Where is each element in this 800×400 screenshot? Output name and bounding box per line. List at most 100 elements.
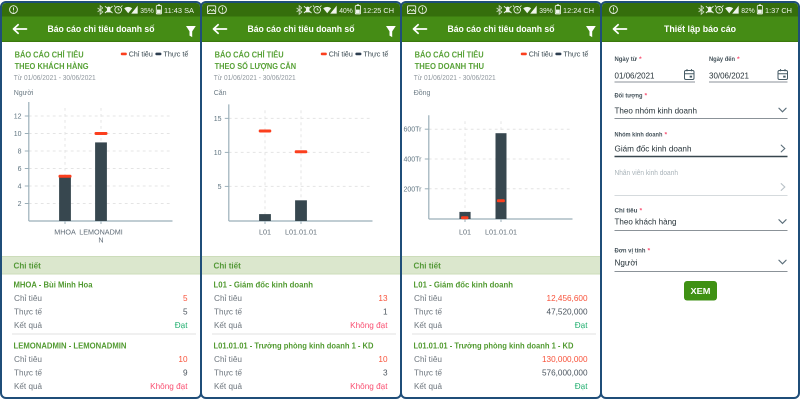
svg-text:*: *	[645, 93, 648, 100]
svg-text:Thực tế: Thực tế	[14, 369, 43, 378]
svg-text:200Tr: 200Tr	[403, 186, 422, 193]
svg-text:1:37 CH: 1:37 CH	[765, 6, 792, 15]
svg-text:BÁO CÁO CHỈ TIÊU: BÁO CÁO CHỈ TIÊU	[15, 49, 84, 60]
svg-text:L01: L01	[259, 228, 271, 237]
svg-text:Báo cáo chỉ tiêu doanh số: Báo cáo chỉ tiêu doanh số	[48, 24, 155, 34]
svg-text:Thực tế: Thực tế	[214, 369, 243, 378]
svg-text:10: 10	[378, 355, 388, 364]
svg-text:Ngày đến: Ngày đến	[709, 55, 735, 63]
svg-text:15: 15	[214, 116, 222, 123]
svg-text:*: *	[665, 132, 668, 139]
svg-text:8: 8	[18, 149, 22, 156]
svg-text:Đồng: Đồng	[414, 88, 431, 97]
svg-text:XEM: XEM	[691, 286, 711, 296]
svg-text:11:43 SA: 11:43 SA	[164, 6, 194, 15]
svg-text:130,000,000: 130,000,000	[542, 355, 588, 364]
svg-text:30/06/2021: 30/06/2021	[709, 71, 749, 81]
svg-text:39%: 39%	[539, 6, 553, 15]
svg-text:5: 5	[183, 294, 188, 303]
svg-text:Giám đốc kinh doanh: Giám đốc kinh doanh	[615, 144, 692, 154]
svg-text:*: *	[639, 56, 642, 63]
svg-text:6: 6	[18, 166, 22, 173]
svg-text:MHOA: MHOA	[54, 228, 76, 237]
svg-text:12:24 CH: 12:24 CH	[563, 6, 594, 15]
svg-text:12: 12	[14, 114, 22, 121]
svg-text:4: 4	[18, 184, 22, 191]
svg-text:Chi tiết: Chi tiết	[414, 261, 442, 270]
svg-text:Kết quả: Kết quả	[14, 382, 43, 391]
svg-text:Kết quả: Kết quả	[414, 321, 443, 330]
svg-text:Chỉ tiêu: Chỉ tiêu	[414, 355, 442, 364]
svg-text:Chi tiết: Chi tiết	[214, 261, 242, 270]
svg-text:L01: L01	[459, 228, 471, 237]
svg-text:5: 5	[218, 184, 222, 191]
svg-text:Không đạt: Không đạt	[150, 382, 188, 391]
svg-text:Chỉ tiêu: Chỉ tiêu	[129, 50, 153, 59]
svg-text:Chỉ tiêu: Chỉ tiêu	[414, 294, 442, 303]
svg-text:9: 9	[183, 369, 188, 378]
svg-text:Thực tế: Thực tế	[563, 50, 588, 59]
svg-text:LEMONADMI: LEMONADMI	[79, 228, 123, 237]
svg-text:Theo khách hàng: Theo khách hàng	[615, 217, 677, 227]
svg-text:10: 10	[14, 131, 22, 138]
svg-text:600Tr: 600Tr	[403, 127, 422, 134]
svg-text:Thực tế: Thực tế	[14, 308, 43, 317]
svg-text:Kết quả: Kết quả	[214, 382, 243, 391]
svg-text:*: *	[737, 56, 740, 63]
svg-text:Báo cáo chỉ tiêu doanh số: Báo cáo chỉ tiêu doanh số	[448, 24, 555, 34]
svg-text:10: 10	[178, 355, 188, 364]
svg-text:Thực tế: Thực tế	[363, 50, 388, 59]
svg-text:THEO KHÁCH HÀNG: THEO KHÁCH HÀNG	[15, 61, 89, 71]
svg-text:BÁO CÁO CHỈ TIÊU: BÁO CÁO CHỈ TIÊU	[415, 49, 484, 60]
svg-text:Theo nhóm kinh doanh: Theo nhóm kinh doanh	[615, 106, 698, 116]
svg-text:Thực tế: Thực tế	[414, 369, 443, 378]
svg-text:Kết quả: Kết quả	[414, 382, 443, 391]
svg-text:47,520,000: 47,520,000	[547, 308, 588, 317]
svg-text:Không đạt: Không đạt	[350, 321, 388, 330]
svg-text:Chỉ tiêu: Chỉ tiêu	[329, 50, 353, 59]
svg-text:L01 - Giám đốc kinh doanh: L01 - Giám đốc kinh doanh	[414, 281, 514, 290]
svg-text:Không đạt: Không đạt	[350, 382, 388, 391]
svg-text:82%: 82%	[741, 6, 755, 15]
svg-text:Chỉ tiêu: Chỉ tiêu	[214, 294, 242, 303]
svg-text:L01.01.01 - Trưởng phòng kinh: L01.01.01 - Trưởng phòng kinh doanh 1 - …	[214, 342, 374, 351]
svg-text:Đơn vị tính: Đơn vị tính	[615, 248, 646, 255]
svg-text:Thực tế: Thực tế	[163, 50, 188, 59]
svg-text:Thực tế: Thực tế	[414, 308, 443, 317]
svg-text:Đối tượng: Đối tượng	[615, 92, 643, 100]
svg-text:Người: Người	[14, 90, 34, 97]
svg-text:Nhân viên kinh doanh: Nhân viên kinh doanh	[615, 168, 679, 177]
svg-text:12,456,600: 12,456,600	[547, 294, 588, 303]
svg-text:Kết quả: Kết quả	[214, 321, 243, 330]
svg-text:Từ 01/06/2021 - 30/06/2021: Từ 01/06/2021 - 30/06/2021	[214, 75, 296, 82]
svg-text:Căn: Căn	[214, 90, 227, 97]
svg-text:Chỉ tiêu: Chỉ tiêu	[615, 208, 638, 215]
svg-text:12:25 CH: 12:25 CH	[363, 6, 394, 15]
svg-text:Chi tiết: Chi tiết	[14, 261, 42, 270]
svg-text:*: *	[640, 208, 643, 215]
svg-text:40%: 40%	[339, 6, 353, 15]
svg-text:Người: Người	[615, 258, 638, 268]
svg-text:Kết quả: Kết quả	[14, 321, 43, 330]
svg-text:LEMONADMIN - LEMONADMIN: LEMONADMIN - LEMONADMIN	[14, 342, 127, 351]
svg-text:10: 10	[214, 150, 222, 157]
svg-text:576,000,000: 576,000,000	[542, 369, 588, 378]
svg-text:MHOA - Bùi Minh Hoa: MHOA - Bùi Minh Hoa	[14, 281, 93, 290]
svg-text:1: 1	[383, 308, 388, 317]
svg-text:Từ 01/06/2021 - 30/06/2021: Từ 01/06/2021 - 30/06/2021	[14, 75, 96, 82]
svg-text:Thực tế: Thực tế	[214, 308, 243, 317]
svg-text:L01.01.01: L01.01.01	[285, 228, 317, 237]
svg-text:L01.01.01: L01.01.01	[485, 228, 517, 237]
svg-text:3: 3	[383, 369, 388, 378]
svg-text:01/06/2021: 01/06/2021	[615, 71, 655, 81]
svg-text:35%: 35%	[140, 6, 154, 15]
svg-text:Nhóm kinh doanh: Nhóm kinh doanh	[615, 132, 663, 139]
svg-text:*: *	[648, 248, 651, 255]
svg-text:Chỉ tiêu: Chỉ tiêu	[529, 50, 553, 59]
svg-text:Từ 01/06/2021 - 30/06/2021: Từ 01/06/2021 - 30/06/2021	[414, 75, 496, 82]
svg-text:BÁO CÁO CHỈ TIÊU: BÁO CÁO CHỈ TIÊU	[215, 49, 284, 60]
svg-text:THEO DOANH THU: THEO DOANH THU	[415, 61, 485, 71]
svg-text:Thiết lập báo cáo: Thiết lập báo cáo	[664, 24, 736, 34]
svg-text:5: 5	[183, 308, 188, 317]
svg-text:400Tr: 400Tr	[403, 157, 422, 164]
